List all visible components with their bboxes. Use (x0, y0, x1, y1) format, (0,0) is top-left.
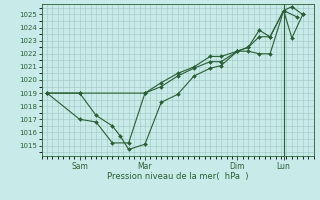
X-axis label: Pression niveau de la mer(  hPa  ): Pression niveau de la mer( hPa ) (107, 172, 248, 181)
